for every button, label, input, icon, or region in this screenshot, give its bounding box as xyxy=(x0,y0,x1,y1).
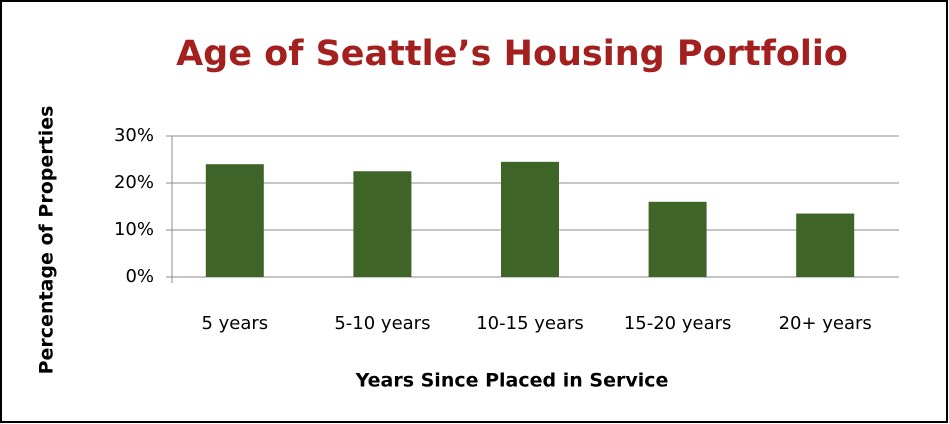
x-tick-label: 20+ years xyxy=(779,313,872,334)
y-tick-label: 20% xyxy=(114,172,154,193)
x-tick-label: 15-20 years xyxy=(624,313,732,334)
chart-title: Age of Seattle’s Housing Portfolio xyxy=(176,34,848,74)
bar xyxy=(501,161,559,277)
bar xyxy=(796,213,855,277)
x-tick-label: 10-15 years xyxy=(476,313,584,334)
bar xyxy=(205,164,264,277)
y-tick-label: 0% xyxy=(125,266,154,287)
x-tick-label: 5 years xyxy=(201,313,268,334)
x-axis-title: Years Since Placed in Service xyxy=(355,370,669,392)
x-tick-label: 5-10 years xyxy=(334,313,430,334)
bar xyxy=(353,171,412,277)
y-tick-label: 30% xyxy=(114,125,154,146)
y-tick-label: 10% xyxy=(114,219,154,240)
bar xyxy=(648,201,707,277)
y-axis-title: Percentage of Properties xyxy=(36,106,58,375)
